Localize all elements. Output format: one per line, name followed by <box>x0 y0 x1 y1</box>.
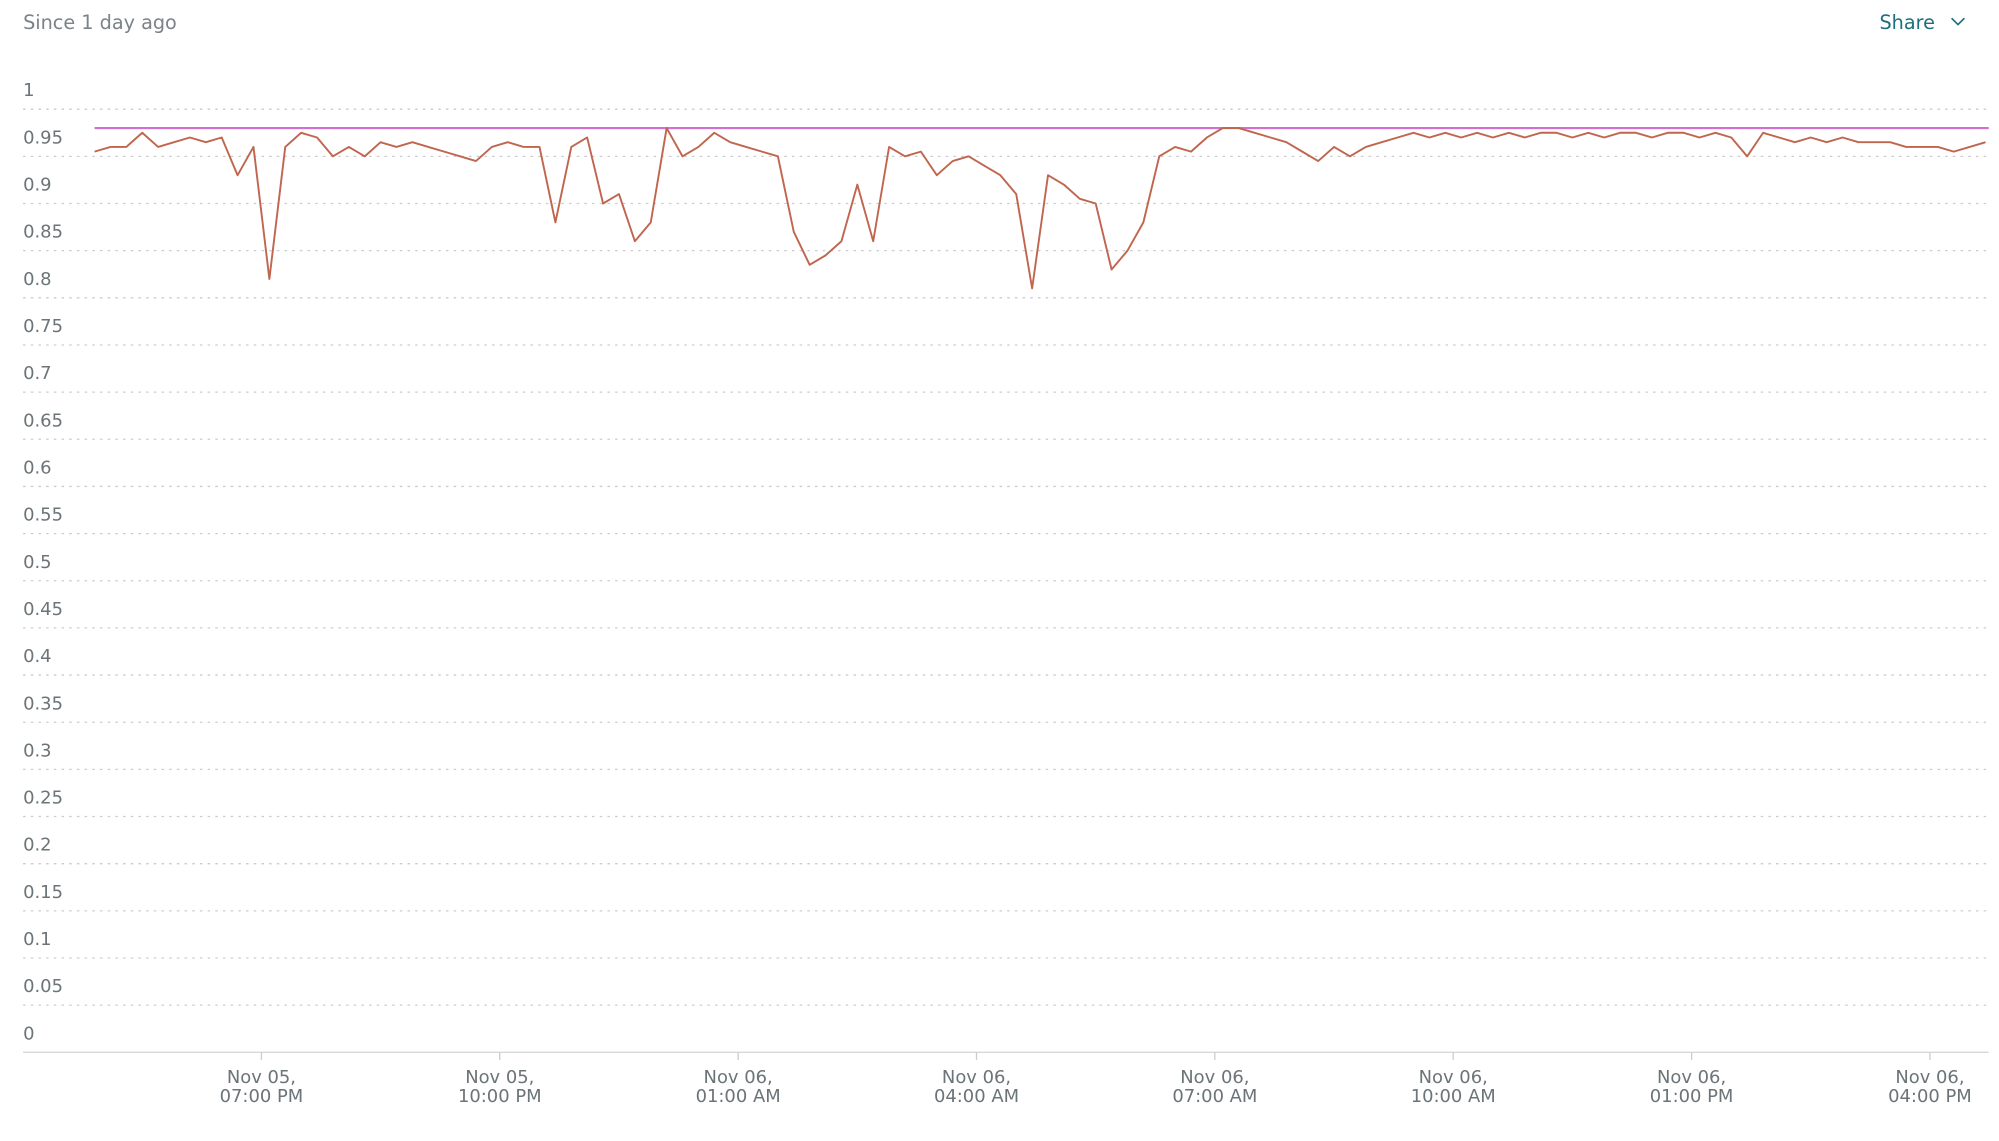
y-tick-label: 0 <box>23 1023 34 1044</box>
y-tick-label: 0.5 <box>23 552 52 573</box>
share-chevron[interactable] <box>1950 17 1965 26</box>
y-tick-label: 0.6 <box>23 457 52 478</box>
x-tick-label: Nov 06, <box>1657 1067 1726 1088</box>
x-tick-label: Nov 06, <box>1419 1067 1488 1088</box>
y-tick-label: 0.35 <box>23 693 63 714</box>
y-tick-label: 0.1 <box>23 929 52 950</box>
y-tick-label: 0.2 <box>23 835 52 856</box>
share-label[interactable]: Share <box>1879 11 1934 34</box>
y-tick-label: 0.9 <box>23 175 52 196</box>
x-tick-label: 07:00 PM <box>220 1086 304 1107</box>
subtitle: Since 1 day ago <box>23 11 177 34</box>
x-tick-label: 01:00 AM <box>696 1086 781 1107</box>
y-tick-label: 0.45 <box>23 599 63 620</box>
x-tick-label: Nov 05, <box>465 1067 534 1088</box>
y-tick-label: 0.25 <box>23 788 63 809</box>
y-tick-label: 0.55 <box>23 505 63 526</box>
y-tick-label: 0.75 <box>23 316 63 337</box>
x-tick-label: Nov 06, <box>1180 1067 1249 1088</box>
x-tick-label: 01:00 PM <box>1650 1086 1734 1107</box>
x-tick-label: Nov 05, <box>227 1067 296 1088</box>
y-tick-label: 0.85 <box>23 222 63 243</box>
x-tick-label: 07:00 AM <box>1172 1086 1257 1107</box>
x-tick-label: 10:00 AM <box>1411 1086 1496 1107</box>
x-tick-label: 04:00 AM <box>934 1086 1019 1107</box>
y-tick-label: 0.05 <box>23 976 63 997</box>
y-tick-label: 0.8 <box>23 269 52 290</box>
x-tick-label: Nov 06, <box>942 1067 1011 1088</box>
y-tick-label: 0.4 <box>23 646 52 667</box>
y-tick-label: 0.3 <box>23 740 52 761</box>
x-tick-label: 10:00 PM <box>458 1086 542 1107</box>
x-tick-label: Nov 06, <box>704 1067 773 1088</box>
y-tick-label: 0.15 <box>23 882 63 903</box>
y-tick-label: 0.65 <box>23 410 63 431</box>
series-line <box>94 127 1986 290</box>
x-tick-label: 04:00 PM <box>1888 1086 1972 1107</box>
y-tick-label: 1 <box>23 80 34 101</box>
y-tick-label: 0.95 <box>23 127 63 148</box>
y-tick-label: 0.7 <box>23 363 52 384</box>
x-tick-label: Nov 06, <box>1895 1067 1964 1088</box>
share-button[interactable]: Share <box>1879 11 1965 34</box>
